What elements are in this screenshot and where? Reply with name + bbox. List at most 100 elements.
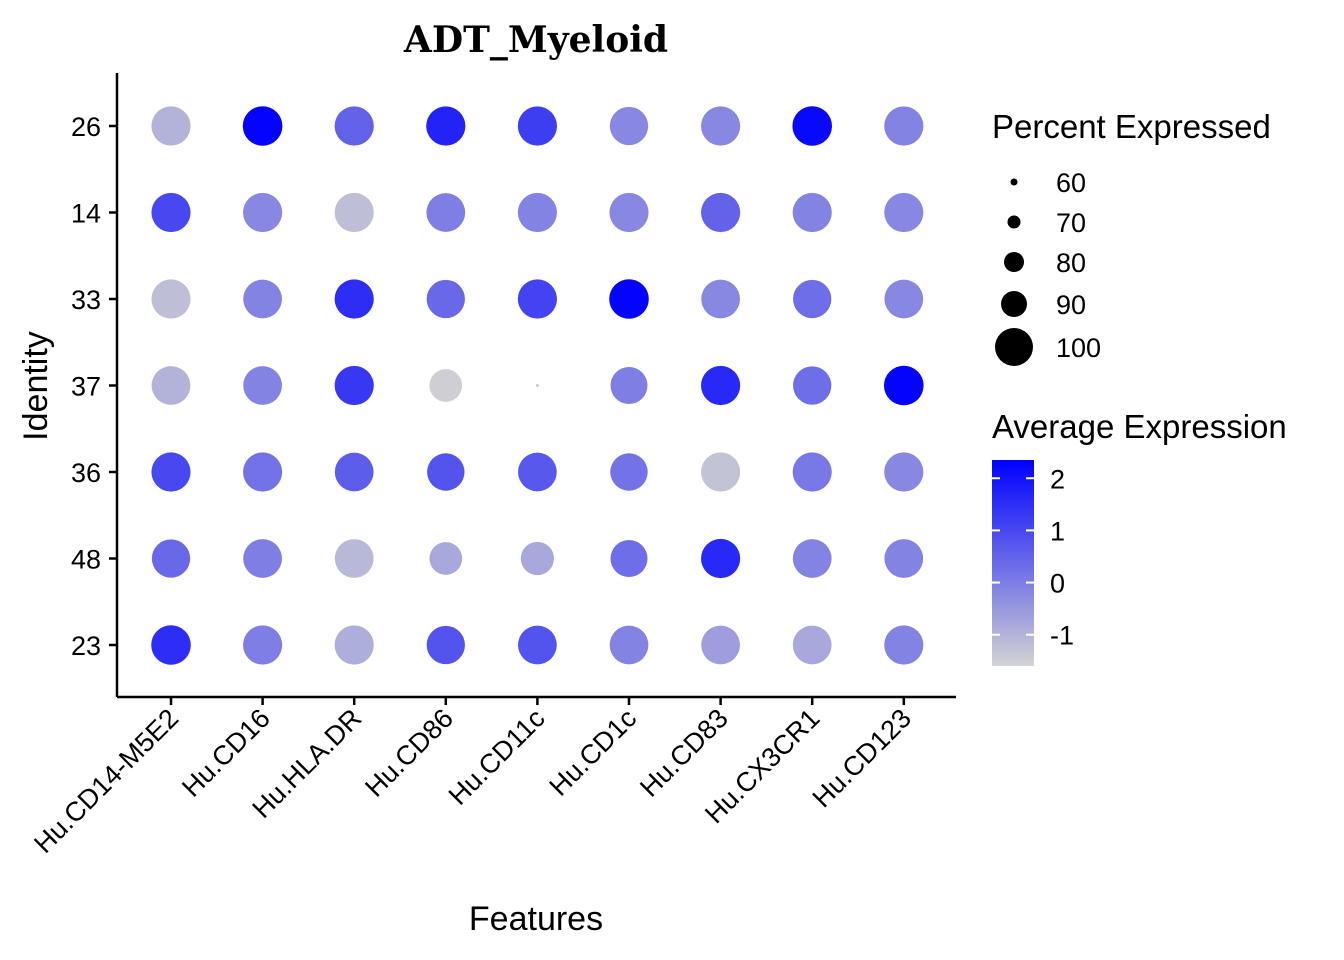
- dot-23-hu-cd86: [426, 625, 465, 665]
- dot-26-hu-cx3cr1: [792, 106, 832, 146]
- dot-37-hu-cd1c: [610, 367, 648, 404]
- dot-48-hu-cd123: [884, 539, 924, 578]
- dot-36-hu-cx3cr1: [792, 452, 832, 492]
- color-legend-label: 1: [1050, 516, 1065, 546]
- dot-14-hu-cd14-m5e2: [151, 192, 191, 233]
- dot-23-hu-cd16: [243, 625, 283, 665]
- dot-36-hu-cd16: [243, 452, 283, 492]
- dot-23-hu-cd14-m5e2: [151, 625, 191, 665]
- dot-33-hu-cd1c: [609, 279, 649, 319]
- dot-48-hu-hla-dr: [334, 539, 374, 578]
- dot-26-hu-cd16: [242, 106, 283, 146]
- color-legend: Average Expression 2 1 0 -1: [992, 408, 1287, 666]
- dot-23-hu-cd123: [884, 625, 924, 665]
- size-legend-dot: [1004, 252, 1024, 272]
- size-legend-label: 60: [1056, 168, 1086, 198]
- dot-48-hu-cd16: [243, 539, 282, 578]
- color-legend-gradient-bar: [992, 460, 1034, 666]
- size-legend: Percent Expressed 60 70 80 90 100: [992, 108, 1271, 366]
- y-tick-label: 26: [71, 112, 101, 142]
- dot-23-hu-cx3cr1: [792, 625, 832, 665]
- dot-37-hu-cd14-m5e2: [151, 366, 191, 405]
- dot-48-hu-cd1c: [610, 540, 648, 577]
- size-legend-label: 80: [1056, 248, 1086, 278]
- dot-33-hu-cd123: [884, 279, 924, 319]
- color-legend-label: 0: [1050, 569, 1065, 599]
- dot-36-hu-hla-dr: [334, 452, 374, 492]
- x-ticks: Hu.CD14-M5E2Hu.CD16Hu.HLA.DRHu.CD86Hu.CD…: [28, 697, 917, 859]
- size-legend-dot: [995, 328, 1033, 366]
- dot-37-hu-cd16: [243, 366, 282, 405]
- size-legend-dot: [1010, 178, 1018, 186]
- size-legend-dot: [1001, 291, 1027, 317]
- dot-36-hu-cd14-m5e2: [151, 452, 191, 492]
- y-axis-title: Identity: [17, 331, 55, 441]
- x-tick-label: Hu.CD14-M5E2: [28, 703, 184, 859]
- dot-36-hu-cd11c: [518, 452, 557, 492]
- y-tick-label: 23: [71, 631, 101, 661]
- dot-23-hu-cd11c: [518, 625, 557, 665]
- dot-14-hu-cd86: [426, 193, 466, 232]
- dot-14-hu-cd11c: [517, 192, 557, 233]
- dot-33-hu-cd16: [243, 279, 282, 319]
- color-legend-title: Average Expression: [992, 408, 1287, 445]
- dot-37-hu-cd86: [429, 369, 463, 402]
- dot-37-hu-cd83: [701, 365, 741, 406]
- x-axis-title: Features: [469, 900, 603, 938]
- dot-33-hu-hla-dr: [334, 279, 374, 319]
- size-legend-label: 90: [1056, 290, 1086, 320]
- dot-33-hu-cd83: [701, 279, 740, 319]
- dot-48-hu-cd86: [429, 542, 463, 575]
- dot-14-hu-cd16: [243, 192, 283, 233]
- dot-36-hu-cd123: [884, 452, 924, 492]
- dot-33-hu-cd14-m5e2: [151, 279, 191, 319]
- dot-14-hu-cd83: [701, 192, 741, 233]
- dot-36-hu-cd83: [701, 452, 741, 492]
- dot-37-hu-cd123: [884, 365, 924, 406]
- dot-33-hu-cx3cr1: [793, 279, 832, 319]
- x-tick-label: Hu.CD123: [807, 703, 917, 813]
- dot-26-hu-cd14-m5e2: [151, 106, 191, 146]
- dot-48-hu-cd11c: [520, 541, 555, 576]
- dot-14-hu-cx3cr1: [792, 192, 832, 233]
- size-legend-dot: [1007, 215, 1021, 229]
- dot-26-hu-cd86: [426, 106, 466, 146]
- dot-37-hu-cd11c: [535, 384, 539, 387]
- dot-26-hu-cd83: [701, 106, 741, 146]
- y-tick-label: 36: [71, 458, 101, 488]
- dot-26-hu-cd1c: [609, 106, 649, 146]
- dot-48-hu-cd14-m5e2: [151, 539, 191, 578]
- dot-14-hu-cd123: [884, 192, 924, 233]
- color-legend-label: 2: [1050, 464, 1065, 494]
- dot-26-hu-cd11c: [517, 106, 557, 146]
- dot-26-hu-cd123: [884, 106, 924, 146]
- dot-14-hu-cd1c: [609, 192, 649, 233]
- x-tick-label: Hu.CD1c: [544, 703, 643, 802]
- dot-23-hu-cd1c: [609, 625, 649, 665]
- dot-33-hu-cd86: [426, 279, 465, 319]
- dot-14-hu-hla-dr: [334, 192, 374, 233]
- dot-33-hu-cd11c: [517, 279, 557, 319]
- dot-48-hu-cd83: [701, 538, 741, 579]
- x-tick-label: Hu.CD11c: [443, 703, 551, 811]
- size-legend-title: Percent Expressed: [992, 108, 1271, 145]
- size-legend-label: 70: [1056, 208, 1086, 238]
- dot-36-hu-cd1c: [610, 453, 648, 491]
- y-tick-label: 37: [71, 372, 101, 402]
- color-legend-label: -1: [1050, 621, 1074, 651]
- dot-37-hu-hla-dr: [334, 365, 374, 406]
- dot-23-hu-cd83: [701, 625, 740, 665]
- size-legend-label: 100: [1056, 333, 1101, 363]
- y-tick-label: 48: [71, 545, 101, 575]
- dots-layer: [151, 106, 924, 665]
- dot-36-hu-cd86: [427, 453, 465, 491]
- dot-37-hu-cx3cr1: [793, 366, 832, 405]
- y-tick-label: 14: [71, 199, 101, 229]
- y-tick-label: 33: [71, 285, 101, 315]
- chart-title: ADT_Myeloid: [403, 19, 668, 61]
- dot-23-hu-hla-dr: [334, 625, 374, 665]
- y-ticks: 26 14 33 37 36 48 23: [71, 112, 117, 661]
- dot-26-hu-hla-dr: [334, 106, 374, 146]
- dot-48-hu-cx3cr1: [792, 539, 832, 578]
